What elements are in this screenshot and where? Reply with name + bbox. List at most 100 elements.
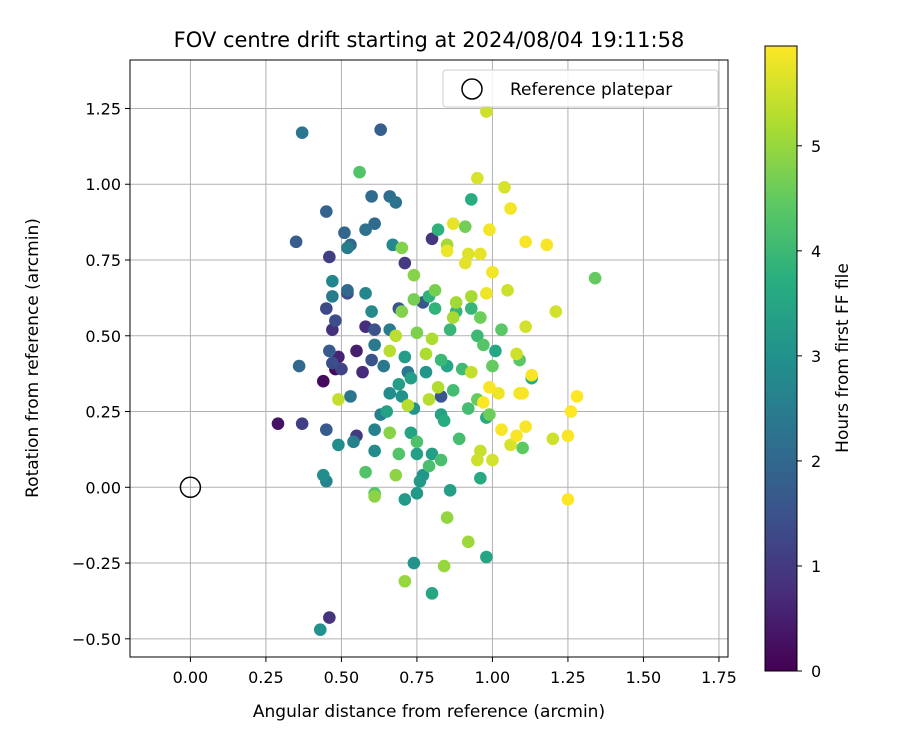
data-point <box>383 426 397 440</box>
data-point <box>434 353 448 367</box>
data-point <box>437 414 451 427</box>
data-point <box>326 356 339 370</box>
x-tick-label: 0.50 <box>324 668 360 687</box>
data-point <box>474 471 487 485</box>
data-point <box>341 241 354 255</box>
y-tick-label: 0.25 <box>85 403 121 422</box>
data-point <box>483 408 496 421</box>
data-point <box>398 350 412 364</box>
data-point <box>359 223 372 237</box>
data-point <box>425 332 439 346</box>
data-point <box>341 284 354 297</box>
data-point <box>474 311 487 324</box>
data-point <box>323 611 336 624</box>
data-point <box>483 380 496 394</box>
data-point <box>458 220 472 233</box>
data-point <box>564 405 578 418</box>
data-point <box>440 244 454 258</box>
data-point <box>516 387 529 400</box>
colorbar-tick-label: 4 <box>811 242 821 261</box>
y-tick-label: 1.00 <box>85 175 121 194</box>
legend: Reference platepar <box>442 69 719 108</box>
data-point <box>365 190 378 203</box>
data-point <box>292 359 306 373</box>
data-point <box>419 365 433 379</box>
data-point <box>392 447 406 461</box>
data-point <box>404 426 418 440</box>
data-point <box>389 196 403 209</box>
data-point <box>320 423 333 437</box>
data-point <box>425 587 439 600</box>
data-point <box>549 305 563 318</box>
data-point <box>464 193 478 206</box>
data-point <box>380 405 394 418</box>
data-point <box>428 284 442 297</box>
data-point <box>323 250 336 264</box>
data-point <box>464 365 478 379</box>
data-point <box>480 550 493 564</box>
data-point <box>410 326 424 340</box>
data-point <box>323 344 336 358</box>
colorbar-label: Hours from first FF file <box>833 263 853 453</box>
data-point <box>510 429 523 443</box>
data-point <box>519 235 532 249</box>
data-point <box>392 377 406 391</box>
data-point <box>398 574 412 588</box>
data-point <box>316 468 330 482</box>
data-point <box>347 435 360 449</box>
data-point <box>486 265 499 279</box>
legend-box <box>442 69 719 108</box>
data-point <box>404 371 418 385</box>
data-point <box>395 241 409 255</box>
data-point <box>326 274 339 288</box>
data-point <box>407 556 421 570</box>
data-point <box>401 399 415 412</box>
data-point <box>588 271 602 285</box>
data-point <box>449 296 463 309</box>
data-point <box>434 453 448 467</box>
data-point <box>368 323 381 337</box>
data-point <box>443 323 457 337</box>
data-point <box>464 290 478 303</box>
data-point <box>368 490 381 503</box>
legend-reference-marker <box>461 78 483 100</box>
data-point <box>419 347 433 361</box>
data-point <box>368 217 381 230</box>
data-point <box>474 247 487 261</box>
data-point <box>446 311 460 324</box>
data-point <box>398 256 412 270</box>
data-point <box>289 235 303 249</box>
legend-entry-reference: Reference platepar <box>510 80 672 100</box>
x-tick-label: 0.00 <box>173 668 209 687</box>
x-tick-label: 1.50 <box>626 668 662 687</box>
data-point <box>489 344 502 358</box>
data-point <box>446 217 460 230</box>
data-point <box>395 305 409 318</box>
data-point <box>546 432 560 446</box>
data-point <box>422 459 436 473</box>
data-point <box>498 180 511 194</box>
data-point <box>486 359 499 373</box>
y-axis-ticks: −0.50 −0.25 0.00 0.25 0.50 0.75 1.00 1.25 <box>72 99 130 649</box>
data-point <box>410 435 424 449</box>
data-point <box>461 535 475 549</box>
data-point <box>519 420 532 433</box>
data-point <box>561 429 575 443</box>
data-point <box>486 453 499 467</box>
x-tick-label: 1.00 <box>475 668 511 687</box>
y-tick-label: −0.50 <box>72 630 121 649</box>
data-point <box>519 320 532 333</box>
data-point <box>332 393 345 406</box>
data-point <box>471 171 484 185</box>
data-point <box>365 353 378 367</box>
data-points <box>271 105 602 637</box>
data-point <box>431 380 445 394</box>
data-point <box>407 268 421 282</box>
y-tick-label: 0.50 <box>85 327 121 346</box>
chart-title: FOV centre drift starting at 2024/08/04 … <box>174 28 685 52</box>
y-tick-label: 1.25 <box>85 99 121 118</box>
data-point <box>504 438 517 452</box>
data-point <box>368 423 381 437</box>
data-point <box>326 290 339 303</box>
